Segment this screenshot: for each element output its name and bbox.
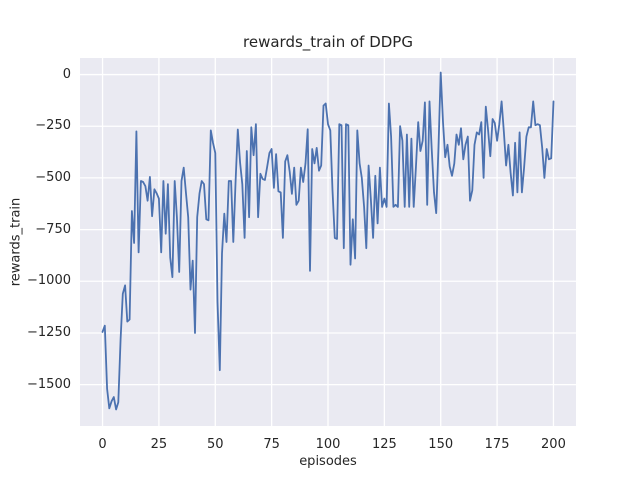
x-tick-label: 0 (98, 437, 107, 452)
y-tick-label: −1250 (27, 324, 71, 340)
x-tick-label: 25 (150, 437, 168, 452)
x-tick-label: 125 (371, 437, 397, 452)
x-tick-label: 100 (315, 437, 341, 452)
y-tick-label: −500 (35, 169, 71, 185)
rewards-train-line (101, 71, 555, 411)
x-tick-label: 200 (541, 437, 566, 452)
x-tick-label: 175 (484, 437, 510, 452)
x-tick-label: 75 (263, 437, 280, 452)
y-tick-label: −1500 (27, 376, 71, 392)
x-tick-label: 50 (206, 437, 224, 452)
x-tick-label: 150 (428, 437, 454, 452)
y-tick-label: 0 (62, 66, 71, 82)
y-tick-label: −250 (35, 118, 71, 134)
y-tick-label: −750 (35, 221, 71, 237)
chart-title: rewards_train of DDPG (243, 33, 413, 51)
x-axis-label: episodes (299, 454, 357, 469)
y-tick-label: −1000 (27, 273, 71, 289)
